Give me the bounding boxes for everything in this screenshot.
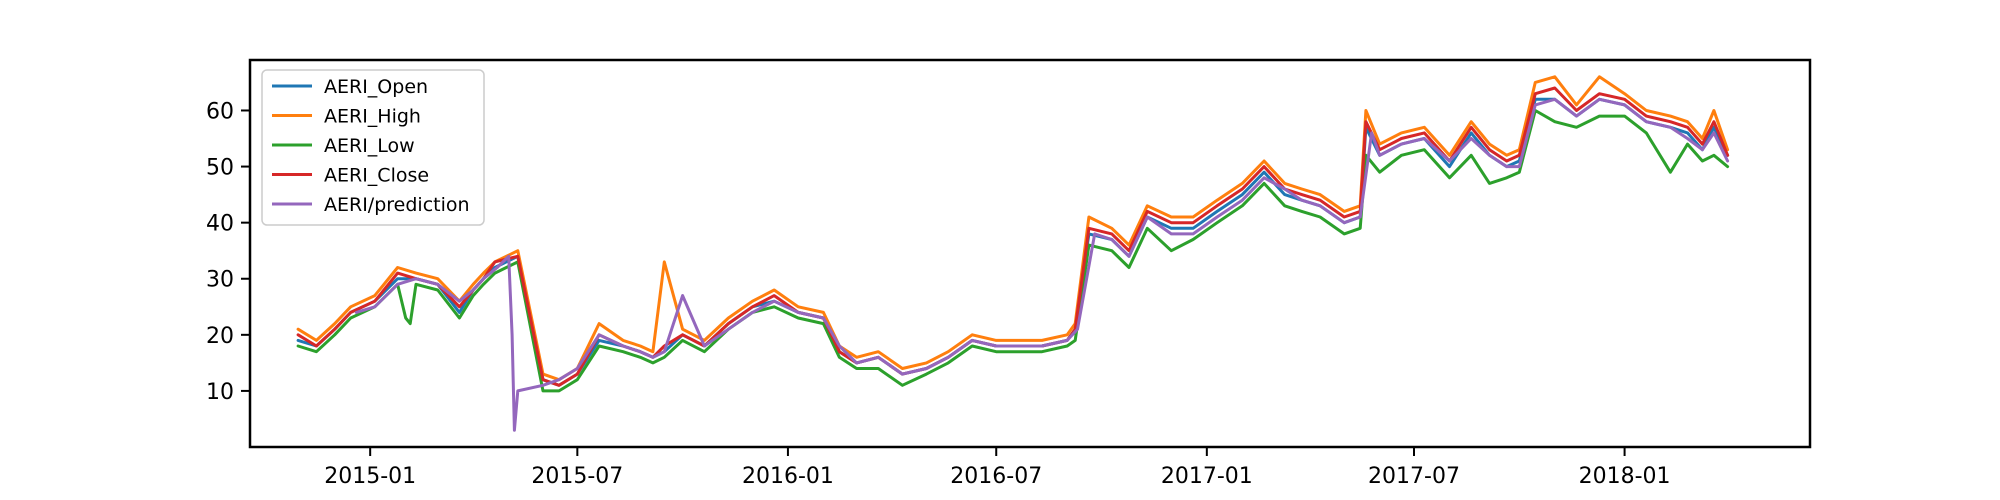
legend-label: AERI_Open — [324, 76, 428, 98]
series-line-aeri-prediction — [354, 97, 1730, 432]
x-tick-label: 2018-01 — [1579, 464, 1671, 489]
legend-label: AERI_Low — [324, 135, 415, 157]
x-tick-label: 2016-07 — [950, 464, 1042, 489]
legend-box — [261, 69, 485, 226]
series-line-aeri-low — [296, 109, 1730, 393]
y-tick-label: 50 — [206, 156, 234, 181]
x-tick-label: 2015-01 — [324, 464, 416, 489]
y-tick-label: 40 — [206, 212, 234, 237]
legend-label: AERI_Close — [324, 165, 429, 187]
y-tick-label: 60 — [206, 99, 234, 124]
x-tick-label: 2017-07 — [1368, 464, 1460, 489]
x-axis: 2015-01 2015-07 2016-01 2016-07 2017-01 2017-… — [324, 447, 1671, 489]
series-layer — [296, 75, 1730, 432]
x-tick-label: 2017-01 — [1161, 464, 1253, 489]
x-tick-label: 2015-07 — [531, 464, 623, 489]
legend: AERI_Open AERI_High AERI_Low AERI_Close AERI… — [261, 69, 485, 226]
y-axis: 10 20 30 40 50 60 — [206, 99, 250, 405]
y-tick-label: 20 — [206, 324, 234, 349]
y-tick-label: 30 — [206, 268, 234, 293]
legend-label: AERI_High — [324, 106, 421, 128]
plot-frame — [248, 58, 1812, 449]
legend-label: AERI/prediction — [324, 194, 470, 216]
x-tick-label: 2016-01 — [742, 464, 834, 489]
y-tick-label: 10 — [206, 380, 234, 405]
